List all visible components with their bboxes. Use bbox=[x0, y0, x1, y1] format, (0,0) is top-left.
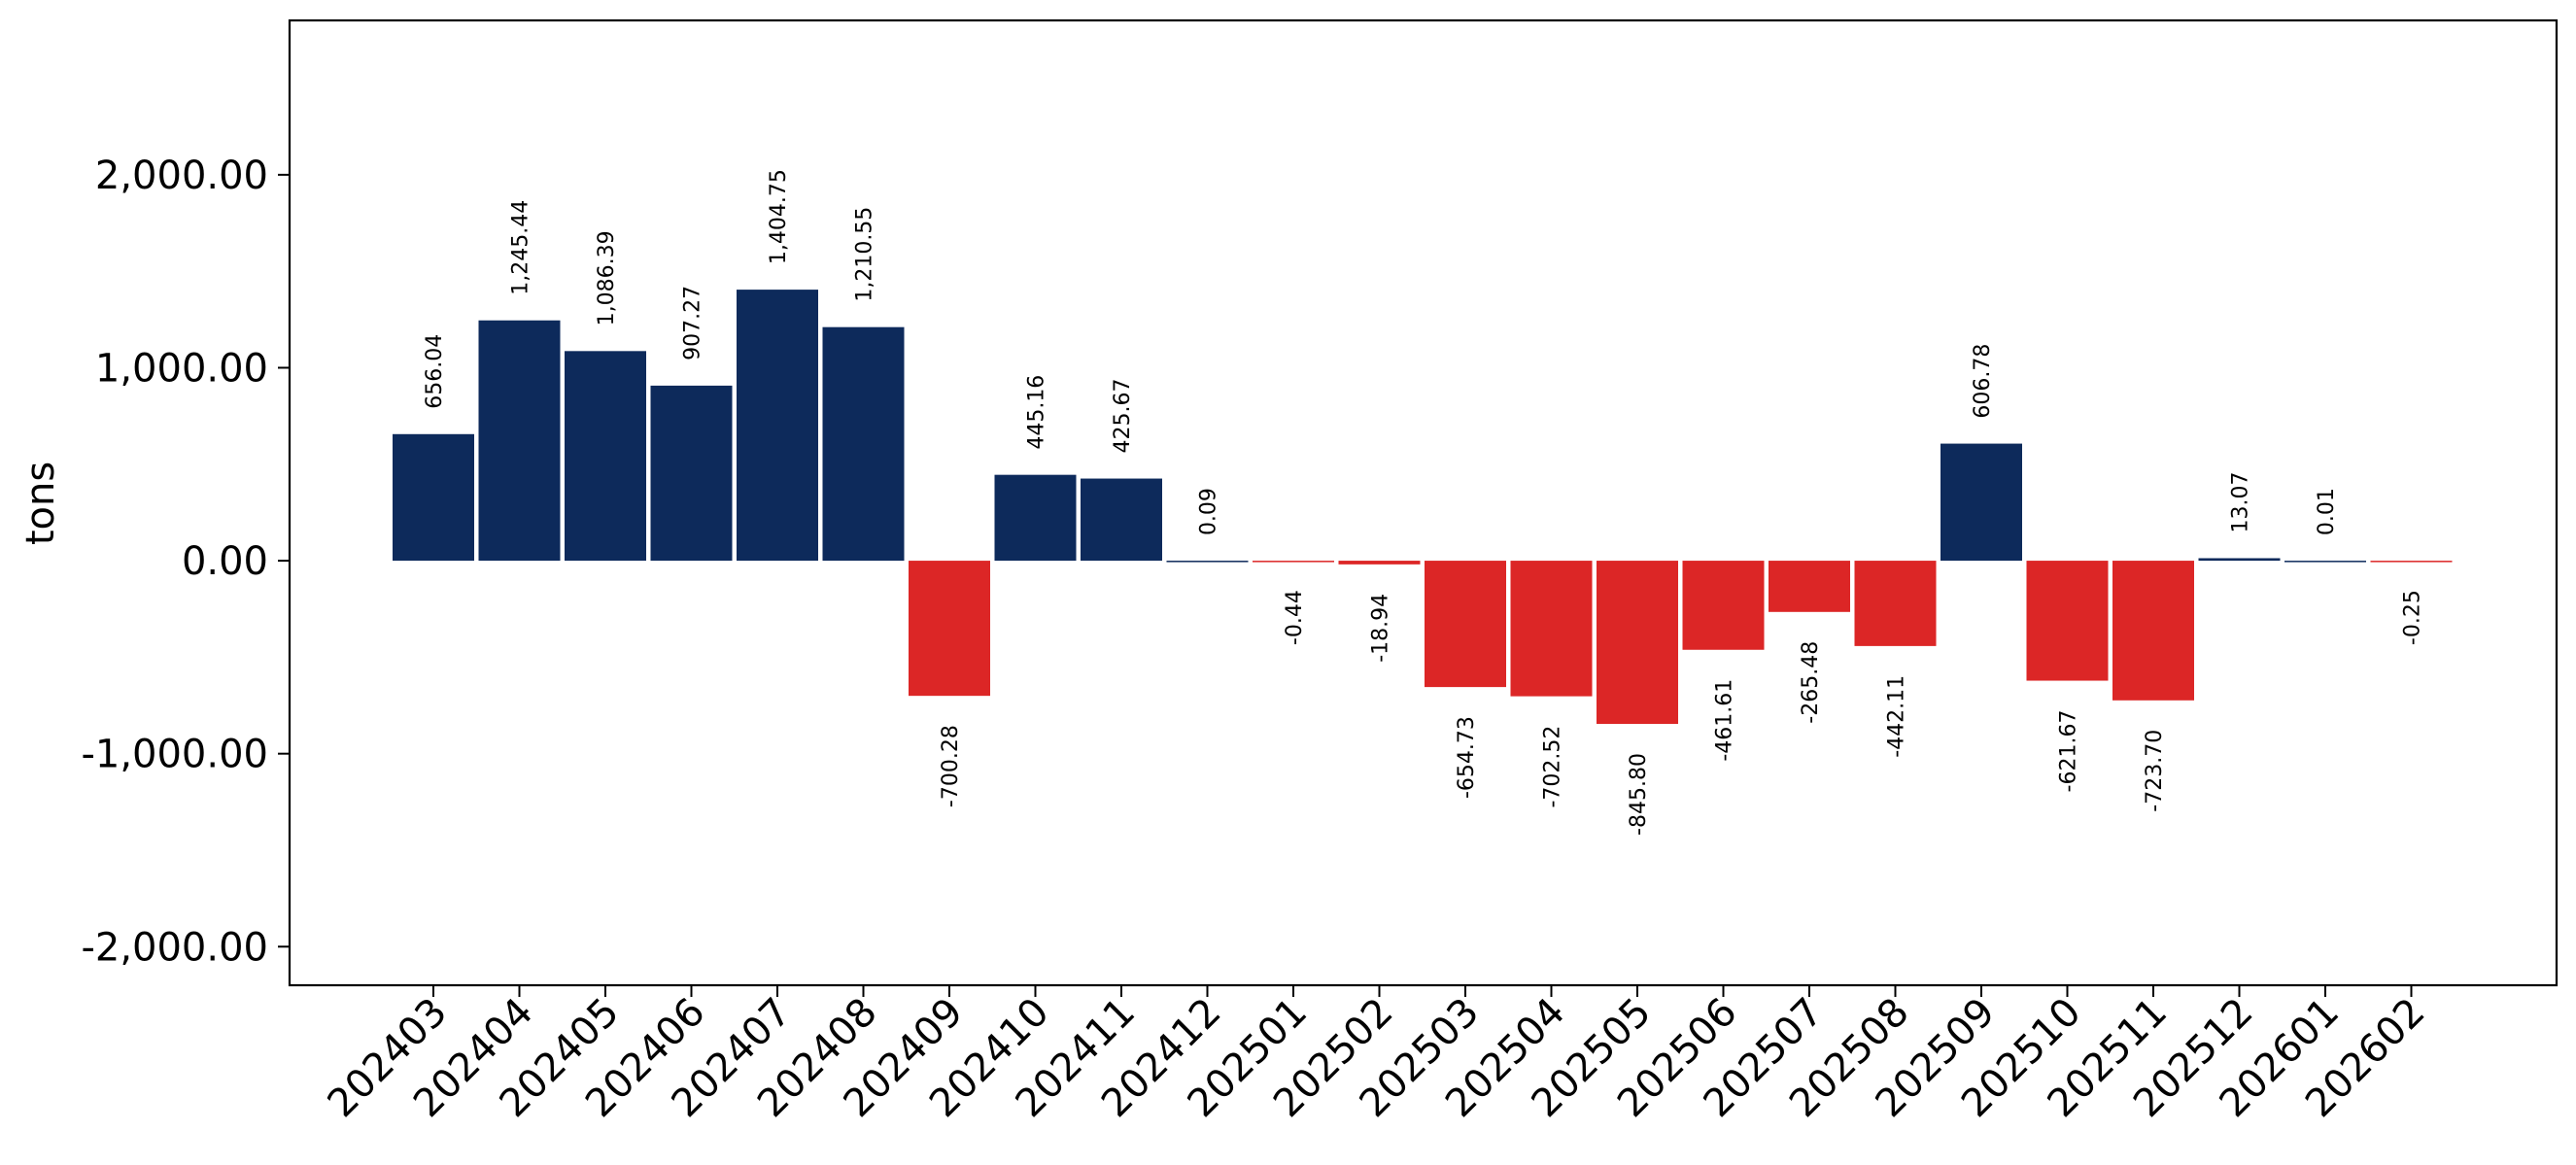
bar bbox=[1425, 561, 1506, 688]
bar bbox=[565, 351, 646, 562]
bar bbox=[1769, 561, 1850, 612]
bars-group bbox=[393, 290, 2453, 725]
bar bbox=[478, 320, 561, 562]
value-label: -700.28 bbox=[939, 725, 963, 807]
bar bbox=[737, 290, 818, 562]
data-labels-group: 656.04 1,245.44 1,086.39 907.27 1,404.75 1,21… bbox=[423, 169, 2425, 836]
bar bbox=[1682, 561, 1765, 650]
value-label: 445.16 bbox=[1025, 375, 1049, 450]
bar bbox=[822, 326, 905, 562]
bar bbox=[2370, 561, 2453, 563]
y-tick-label: -2,000.00 bbox=[81, 925, 268, 970]
value-label: -0.44 bbox=[1283, 590, 1307, 645]
value-label: 907.27 bbox=[681, 286, 705, 360]
value-label: -654.73 bbox=[1455, 716, 1479, 799]
value-label: -265.48 bbox=[1799, 641, 1823, 724]
bar bbox=[1338, 561, 1421, 565]
value-label: 1,086.39 bbox=[595, 230, 619, 326]
value-label: 606.78 bbox=[1971, 344, 1995, 419]
value-label: 656.04 bbox=[423, 334, 447, 409]
bar bbox=[1854, 561, 1937, 646]
value-label: -621.67 bbox=[2057, 710, 2081, 793]
bar bbox=[909, 561, 990, 697]
y-tick-label: 2,000.00 bbox=[95, 154, 268, 198]
bar bbox=[2026, 561, 2109, 681]
y-axis-label: tons bbox=[18, 462, 63, 545]
bar bbox=[1597, 561, 1678, 725]
value-label: -442.11 bbox=[1885, 675, 1909, 758]
bar bbox=[2112, 561, 2194, 701]
value-label: -0.25 bbox=[2401, 590, 2425, 645]
value-label: 425.67 bbox=[1111, 379, 1135, 454]
bar bbox=[1941, 443, 2022, 562]
bar bbox=[650, 385, 733, 562]
bar bbox=[393, 433, 474, 562]
bar bbox=[1253, 561, 1334, 563]
value-label: -723.70 bbox=[2143, 730, 2167, 812]
y-tick-label: -1,000.00 bbox=[81, 733, 268, 777]
bar bbox=[1166, 561, 1249, 563]
value-label: -702.52 bbox=[1541, 726, 1565, 808]
plot-frame bbox=[288, 18, 2559, 987]
value-label: 13.07 bbox=[2229, 471, 2253, 532]
value-label: 0.09 bbox=[1197, 488, 1221, 535]
bar bbox=[2198, 558, 2281, 562]
bar bbox=[1081, 478, 1162, 562]
bar bbox=[1510, 561, 1593, 697]
value-label: 1,404.75 bbox=[767, 169, 791, 264]
value-label: 1,210.55 bbox=[853, 207, 877, 302]
value-label: 0.01 bbox=[2315, 488, 2339, 535]
bar bbox=[2284, 561, 2366, 563]
y-tick-label: 1,000.00 bbox=[95, 346, 268, 391]
bar bbox=[994, 474, 1077, 562]
value-label: -461.61 bbox=[1713, 679, 1737, 762]
y-axis: -2,000.00 -1,000.00 0.00 1,000.00 2,000.00 bbox=[81, 154, 290, 970]
value-label: -845.80 bbox=[1627, 753, 1651, 836]
value-label: 1,245.44 bbox=[509, 200, 533, 295]
y-tick-label: 0.00 bbox=[182, 539, 268, 584]
value-label: -18.94 bbox=[1369, 594, 1393, 663]
